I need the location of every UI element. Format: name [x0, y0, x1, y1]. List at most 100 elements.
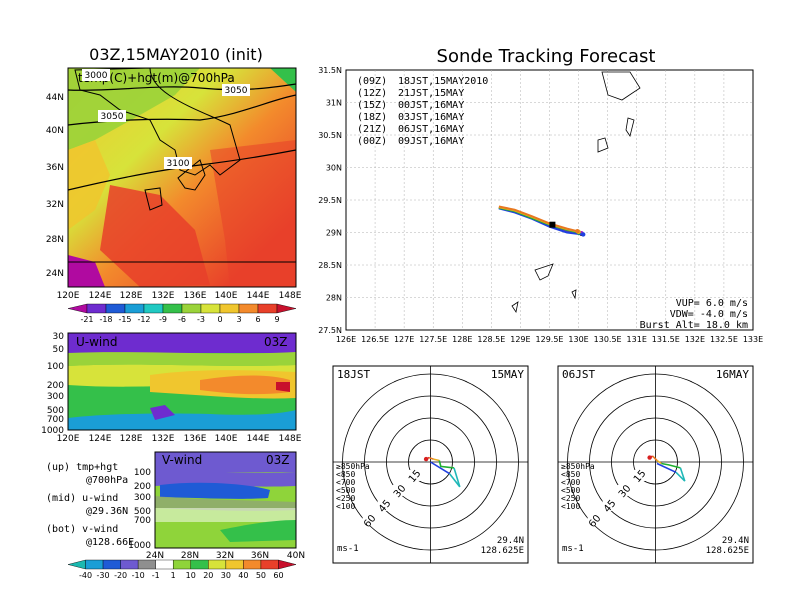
track-series [498, 205, 586, 237]
map-variable-label: temp(C)+hgt(m)@700hPa [78, 71, 235, 85]
title-bg [478, 367, 527, 381]
hodograph-level: <100 [561, 502, 580, 511]
hodograph-segment [448, 467, 461, 488]
u-wind-x-tick: 120E [57, 434, 80, 444]
track-legend-text: 21JST,15MAY [398, 88, 464, 99]
map-y-tick: 36N [46, 163, 64, 173]
track-legend-code: (00Z) [357, 136, 387, 147]
v-wind-x-tick: 24N [146, 551, 164, 561]
hodograph-date: 16MAY [716, 368, 749, 381]
track-legend: (09Z) 18JST,15MAY2010 (12Z) 21JST,15MAY (15Z… [357, 76, 488, 147]
burst-marker [549, 221, 556, 228]
u-wind-x-ticks: 120E 124E 128E 132E 136E 140E 144E 148E [57, 434, 302, 444]
hodograph-segment [656, 459, 662, 465]
track-annotation: VDW= -4.0 m/s [670, 309, 748, 320]
contour-label: 3050 [101, 112, 124, 122]
map-x-tick: 140E [215, 291, 238, 301]
v-wind-y-tick: 200 [134, 482, 151, 492]
hodograph-segment [675, 467, 686, 482]
colorbar-swatch [200, 303, 221, 314]
colorbar-swatch [181, 303, 202, 314]
v-wind-y-tick: 300 [134, 493, 151, 503]
hodograph-segment [433, 458, 440, 462]
title-bg [334, 367, 378, 381]
hodograph-segment [430, 461, 451, 475]
legend-note-line: (up) tmp+hgt [46, 462, 118, 473]
hodograph-level: <700 [336, 478, 355, 487]
ring-label-bg [602, 499, 619, 511]
title-bg [559, 367, 603, 381]
track-legend-code: (18Z) [357, 112, 387, 123]
ring-label-bg [632, 469, 649, 481]
hodograph-level: <500 [336, 486, 355, 495]
v-wind-x-tick: 36N [251, 551, 269, 561]
colorbar-swatch [86, 303, 107, 314]
hodograph-segment [428, 456, 434, 460]
contour-label-bg [222, 84, 250, 96]
wind-colorbar-label: 60 [273, 571, 283, 580]
track-legend-text: 06JST,16MAY [398, 124, 464, 135]
wind-colorbar-swatch [208, 559, 227, 570]
u-wind-y-tick: 300 [47, 392, 64, 402]
colorbar-swatch [143, 303, 164, 314]
track-end-point [575, 229, 580, 234]
map-x-tick: 124E [89, 291, 112, 301]
track-y-tick: 27.5N [318, 326, 342, 335]
track-line [498, 207, 584, 236]
colorbar-swatch [67, 303, 88, 314]
v-wind-x-tick: 40N [287, 551, 305, 561]
track-x-tick: 128.5E [477, 335, 505, 344]
track-x-tick: 131E [627, 335, 647, 344]
track-legend-code: (12Z) [357, 88, 387, 99]
ring-label-bg [617, 484, 634, 496]
legend-note-line: @128.66E [86, 537, 134, 548]
title-bg [703, 367, 752, 381]
contour-label-bg [82, 69, 110, 81]
legend-note-line: @700hPa [86, 475, 128, 486]
hodograph-time: 06JST [562, 368, 595, 381]
track-y-tick: 31.5N [318, 66, 342, 75]
v-wind-y-tick: 1000 [128, 541, 151, 551]
u-wind-y-tick: 30 [53, 332, 65, 342]
temperature-map [67, 67, 297, 288]
hodograph-location-lat: 29.4N [722, 536, 749, 546]
u-wind-time: 03Z [264, 335, 288, 349]
track-legend-code: (21Z) [357, 124, 387, 135]
track-x-tick: 130E [568, 335, 588, 344]
wind-colorbar-label: -30 [97, 571, 110, 580]
colorbar-label: 0 [217, 315, 222, 324]
ring-label-bg [377, 499, 394, 511]
track-x-tick: 129E [510, 335, 530, 344]
hodograph-level: <500 [561, 486, 580, 495]
colorbar-label: -15 [118, 315, 131, 324]
u-wind-y-tick: 500 [47, 406, 64, 416]
map-y-tick: 44N [46, 93, 64, 103]
left-title: 03Z,15MAY2010 (init) [89, 45, 263, 64]
track-legend-text: 03JST,16MAY [398, 112, 464, 123]
map-y-tick: 32N [46, 200, 64, 210]
u-wind-x-tick: 144E [247, 434, 270, 444]
hodograph-level: <850 [561, 470, 580, 479]
wind-colorbar-swatch [225, 559, 244, 570]
wind-colorbar-swatch [278, 559, 297, 570]
wind-colorbar-swatch [67, 559, 86, 570]
track-legend-text: 09JST,16MAY [398, 136, 464, 147]
track-y-tick: 28N [326, 294, 342, 303]
hodograph-location-lat: 29.4N [497, 536, 524, 546]
track-line [498, 205, 578, 233]
wind-colorbar-label: -10 [132, 571, 145, 580]
track-x-tick: 132E [685, 335, 705, 344]
u-wind-y-tick: 50 [53, 345, 65, 355]
colorbar-label: -6 [178, 315, 186, 324]
hodograph-time: 18JST [337, 368, 370, 381]
wind-colorbar-label: 50 [256, 571, 266, 580]
track-x-tick: 126E [336, 335, 356, 344]
u-wind-x-tick: 128E [120, 434, 143, 444]
hodograph-level: <250 [561, 494, 580, 503]
hodograph-unit: ms-1 [337, 544, 359, 554]
v-wind-label: V-wind [162, 453, 202, 467]
u-wind-x-tick: 124E [89, 434, 112, 444]
map-x-tick: 148E [279, 291, 302, 301]
hodograph-level: ≥850hPa [336, 462, 370, 471]
legend-note-line: (mid) u-wind [46, 493, 118, 504]
